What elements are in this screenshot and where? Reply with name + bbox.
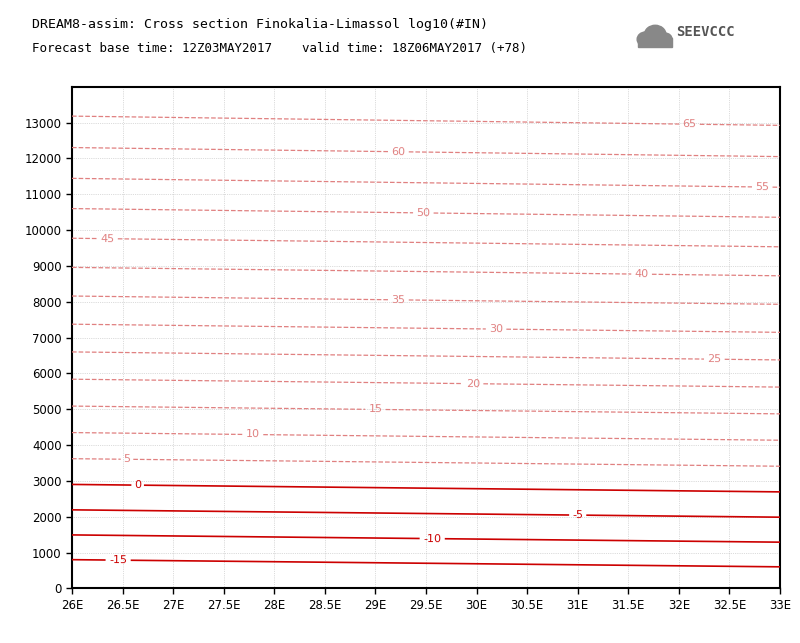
Text: 60: 60 bbox=[391, 147, 406, 157]
Text: 15: 15 bbox=[368, 404, 382, 415]
Circle shape bbox=[637, 32, 654, 47]
Text: 5: 5 bbox=[123, 454, 130, 464]
Circle shape bbox=[645, 25, 666, 44]
Text: 0: 0 bbox=[134, 480, 142, 490]
Text: 10: 10 bbox=[246, 430, 260, 440]
Text: -5: -5 bbox=[572, 510, 583, 520]
Text: 30: 30 bbox=[489, 324, 503, 334]
Text: 20: 20 bbox=[466, 379, 480, 389]
Text: -10: -10 bbox=[423, 534, 442, 544]
Text: Forecast base time: 12Z03MAY2017    valid time: 18Z06MAY2017 (+78): Forecast base time: 12Z03MAY2017 valid t… bbox=[32, 42, 527, 55]
Text: DREAM8-assim: Cross section Finokalia-Limassol log10(#IN): DREAM8-assim: Cross section Finokalia-Li… bbox=[32, 18, 488, 31]
Text: 55: 55 bbox=[755, 182, 770, 192]
Text: SEEVCCC: SEEVCCC bbox=[676, 24, 734, 39]
Circle shape bbox=[658, 33, 672, 46]
Text: -15: -15 bbox=[109, 555, 127, 565]
Text: 45: 45 bbox=[100, 233, 114, 244]
Bar bbox=[638, 38, 673, 47]
Text: 25: 25 bbox=[707, 354, 722, 365]
Text: 40: 40 bbox=[634, 269, 649, 279]
Text: 35: 35 bbox=[391, 294, 406, 305]
Text: 65: 65 bbox=[682, 119, 697, 129]
Text: 50: 50 bbox=[416, 208, 430, 218]
